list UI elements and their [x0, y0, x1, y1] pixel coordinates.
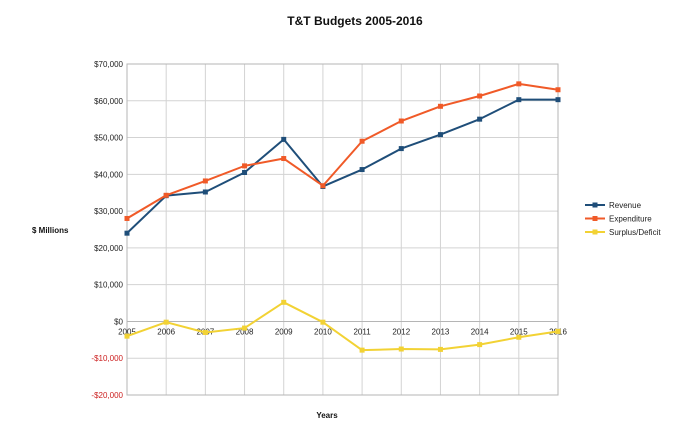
x-tick-label: 2015 [510, 327, 528, 336]
data-point [202, 178, 208, 184]
data-point [437, 346, 443, 352]
data-point [163, 192, 169, 198]
data-point [437, 103, 443, 109]
x-tick-label: 2013 [432, 327, 450, 336]
x-tick-labels: 2005200620072008200920102011201220132014… [118, 327, 567, 336]
data-point [359, 167, 365, 173]
legend-label: Revenue [609, 201, 642, 210]
data-point [477, 93, 483, 99]
x-tick-label: 2005 [118, 327, 136, 336]
plot-frame [126, 63, 559, 396]
series-expenditure [124, 81, 561, 221]
y-tick-label: -$20,000 [91, 391, 123, 400]
x-tick-label: 2010 [314, 327, 332, 336]
data-point [437, 132, 443, 138]
y-tick-label: $50,000 [94, 134, 123, 143]
data-point [320, 183, 326, 189]
x-tick-label: 2012 [392, 327, 410, 336]
x-tick-label: 2008 [236, 327, 254, 336]
data-point [477, 116, 483, 122]
data-point [555, 97, 561, 103]
legend-item: Surplus/Deficit [585, 228, 661, 237]
series-line [126, 82, 559, 220]
data-point [281, 136, 287, 142]
x-tick-label: 2011 [353, 327, 371, 336]
data-point [359, 347, 365, 353]
data-point [242, 163, 248, 169]
series-surplus-deficit [124, 299, 561, 353]
x-tick-label: 2009 [275, 327, 293, 336]
legend-marker [592, 229, 598, 235]
chart-title: T&T Budgets 2005-2016 [287, 14, 423, 28]
y-tick-label: -$10,000 [91, 354, 123, 363]
data-point [124, 230, 130, 236]
y-tick-label: $70,000 [94, 60, 123, 69]
data-point [202, 329, 208, 335]
series-line [126, 301, 559, 352]
data-point [281, 156, 287, 162]
data-point [242, 169, 248, 175]
series-line [126, 98, 558, 234]
x-tick-label: 2014 [471, 327, 489, 336]
data-point [516, 334, 522, 340]
x-axis-label: Years [316, 411, 338, 420]
grid [126, 63, 559, 396]
data-point [516, 97, 522, 103]
y-tick-label: $60,000 [94, 97, 123, 106]
data-point [477, 342, 483, 348]
legend-item: Revenue [585, 201, 642, 210]
y-tick-label: $20,000 [94, 244, 123, 253]
data-point [555, 328, 561, 334]
series [124, 81, 561, 353]
data-point [320, 319, 326, 325]
data-point [281, 299, 287, 305]
legend-item: Expenditure [585, 215, 652, 224]
y-tick-label: $40,000 [94, 170, 123, 179]
data-point [398, 118, 404, 124]
data-point [124, 215, 130, 221]
data-point [359, 138, 365, 144]
data-point [202, 189, 208, 195]
y-tick-label: $30,000 [94, 207, 123, 216]
y-tick-label: $10,000 [94, 281, 123, 290]
series-revenue [124, 97, 561, 236]
data-point [163, 319, 169, 325]
data-point [398, 146, 404, 152]
legend-marker [592, 202, 598, 208]
data-point [398, 346, 404, 352]
legend-label: Surplus/Deficit [609, 228, 661, 237]
data-point [242, 325, 248, 331]
y-tick-labels: -$20,000 -$10,000 $0 $10,000 $20,000 $30,000 $… [91, 60, 123, 400]
legend: Revenue Expenditure Surplus/Deficit [585, 201, 661, 237]
legend-label: Expenditure [609, 215, 652, 224]
data-point [516, 81, 522, 87]
data-point [555, 87, 561, 93]
legend-marker [592, 216, 598, 221]
y-tick-label: $0 [114, 317, 123, 326]
data-point [124, 333, 130, 339]
y-axis-label: $ Millions [32, 226, 69, 235]
x-tick-label: 2006 [157, 327, 175, 336]
